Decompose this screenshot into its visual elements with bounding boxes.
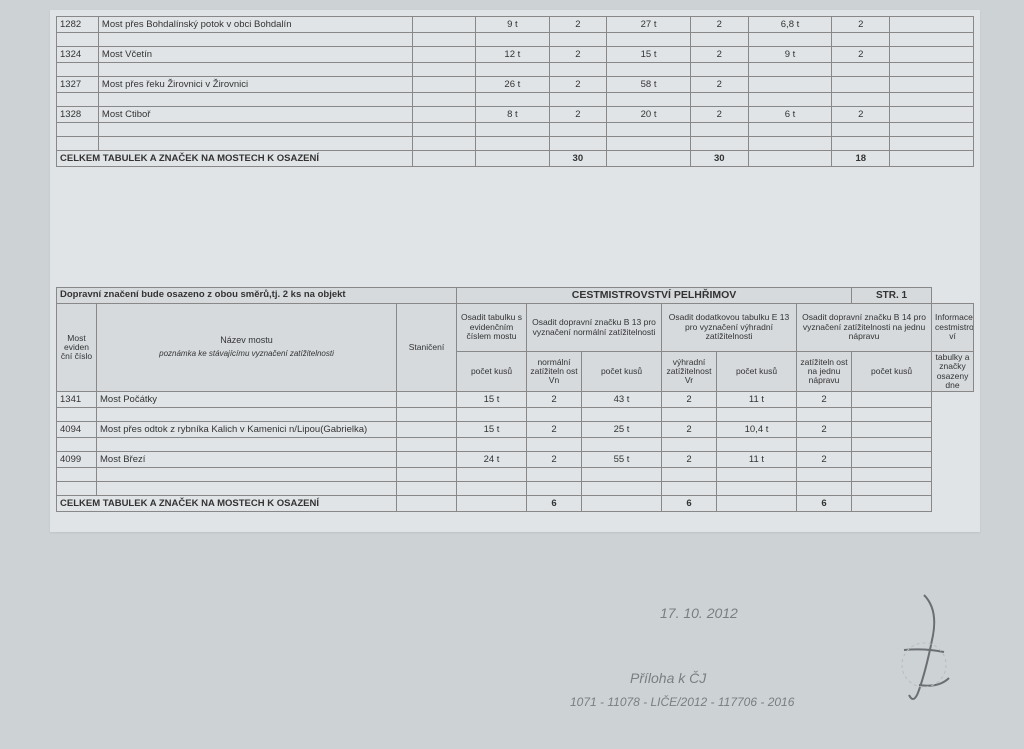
bottom-table: Dopravní značení bude osazeno z obou smě… xyxy=(56,287,974,512)
handwritten-date: 17. 10. 2012 xyxy=(660,605,738,621)
spacer xyxy=(56,167,974,287)
handwritten-note-2: 1071 - 11078 - LIČE/2012 - 117706 - 2016 xyxy=(570,695,794,709)
signature xyxy=(884,590,964,710)
scanned-document-page: 1282Most přes Bohdalínský potok v obci B… xyxy=(50,10,980,532)
top-table: 1282Most přes Bohdalínský potok v obci B… xyxy=(56,16,974,167)
handwritten-note-1: Příloha k ČJ xyxy=(630,670,706,686)
